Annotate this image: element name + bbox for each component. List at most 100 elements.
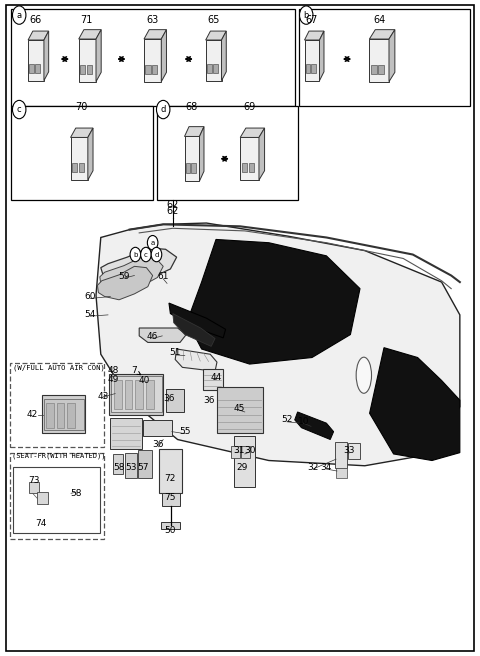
Polygon shape: [139, 328, 186, 342]
Text: 62: 62: [167, 200, 179, 210]
Text: 34: 34: [321, 462, 332, 472]
Bar: [13, 467, 100, 533]
Bar: [42, 395, 85, 433]
Text: 65: 65: [207, 15, 220, 25]
Text: b: b: [303, 10, 309, 20]
Text: 72: 72: [165, 474, 176, 483]
Text: 45: 45: [233, 403, 245, 413]
Polygon shape: [97, 266, 153, 300]
Text: 49: 49: [107, 375, 119, 384]
Bar: [143, 420, 172, 436]
Circle shape: [300, 6, 313, 24]
Bar: [348, 443, 360, 459]
Bar: [138, 450, 152, 478]
Text: 54: 54: [84, 310, 96, 319]
Text: 62: 62: [167, 206, 179, 216]
Bar: [11, 9, 295, 106]
Bar: [80, 64, 85, 74]
Polygon shape: [101, 248, 177, 283]
Text: (W/FULL AUTO AIR CON): (W/FULL AUTO AIR CON): [13, 364, 105, 371]
Text: d: d: [160, 105, 166, 114]
Text: 44: 44: [210, 373, 222, 382]
Text: 36: 36: [153, 440, 164, 449]
Text: 46: 46: [147, 332, 158, 341]
Bar: [67, 403, 75, 428]
Polygon shape: [169, 303, 226, 338]
Bar: [145, 64, 151, 74]
Bar: [152, 64, 157, 74]
Bar: [240, 138, 259, 180]
Polygon shape: [240, 128, 264, 138]
Polygon shape: [370, 30, 395, 39]
Polygon shape: [389, 30, 395, 81]
Bar: [125, 453, 137, 478]
Bar: [79, 39, 96, 81]
Bar: [29, 64, 34, 73]
Text: a: a: [151, 239, 155, 246]
Polygon shape: [161, 30, 167, 81]
Text: 7: 7: [132, 366, 137, 375]
Bar: [312, 64, 316, 73]
Text: 52: 52: [281, 415, 293, 424]
Polygon shape: [200, 127, 204, 181]
Bar: [159, 449, 182, 493]
Text: 71: 71: [80, 15, 93, 25]
Bar: [44, 399, 84, 430]
Polygon shape: [28, 31, 48, 40]
Bar: [46, 403, 54, 428]
Text: d: d: [154, 251, 159, 258]
Text: 50: 50: [165, 525, 176, 535]
Text: 42: 42: [27, 410, 38, 419]
Text: 36: 36: [203, 396, 215, 405]
Bar: [28, 40, 44, 81]
Polygon shape: [187, 239, 360, 364]
Bar: [299, 9, 470, 106]
Bar: [166, 389, 184, 412]
Bar: [87, 64, 92, 74]
Text: 51: 51: [169, 348, 181, 358]
Bar: [37, 492, 48, 504]
Text: 73: 73: [28, 476, 39, 485]
Bar: [231, 446, 240, 458]
Text: 64: 64: [373, 15, 385, 25]
Bar: [125, 380, 132, 409]
Text: 33: 33: [344, 445, 355, 455]
Bar: [36, 64, 40, 73]
Text: 67: 67: [306, 15, 318, 25]
Bar: [11, 106, 153, 200]
Text: 59: 59: [118, 272, 130, 281]
Polygon shape: [370, 348, 460, 461]
Bar: [213, 64, 218, 73]
Bar: [203, 369, 223, 390]
Text: 57: 57: [137, 462, 149, 472]
Circle shape: [130, 247, 141, 262]
Text: 55: 55: [179, 427, 191, 436]
Bar: [306, 64, 310, 73]
Polygon shape: [96, 223, 460, 466]
Circle shape: [12, 100, 26, 119]
Circle shape: [141, 247, 151, 262]
Bar: [109, 374, 163, 415]
Text: a: a: [17, 10, 22, 20]
Bar: [336, 468, 347, 478]
Polygon shape: [175, 349, 217, 371]
Polygon shape: [295, 412, 334, 440]
Text: 61: 61: [157, 272, 169, 281]
Bar: [186, 163, 190, 173]
Bar: [71, 138, 88, 180]
Text: c: c: [17, 105, 22, 114]
Text: 43: 43: [97, 392, 109, 401]
Polygon shape: [222, 31, 226, 81]
Bar: [135, 380, 143, 409]
Bar: [146, 380, 154, 409]
Bar: [72, 163, 77, 173]
Polygon shape: [184, 127, 204, 136]
Bar: [111, 376, 162, 412]
Text: 29: 29: [236, 462, 248, 472]
Bar: [217, 387, 263, 433]
Text: 66: 66: [30, 15, 42, 25]
Bar: [234, 436, 255, 487]
Text: 68: 68: [186, 102, 198, 112]
Bar: [114, 380, 122, 409]
Text: 70: 70: [75, 102, 88, 112]
